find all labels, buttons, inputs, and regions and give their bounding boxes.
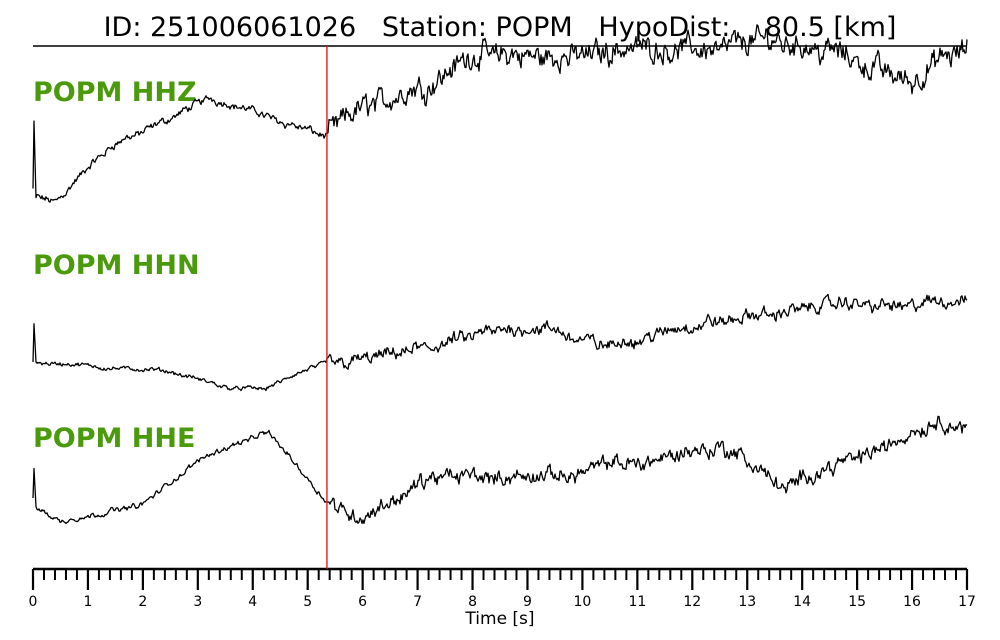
- x-tick-label: 1: [83, 594, 92, 610]
- x-tick-label: 16: [903, 594, 921, 610]
- x-tick-label: 13: [738, 594, 756, 610]
- trace-popm-hhn: [32, 293, 968, 392]
- x-tick-label: 2: [138, 594, 147, 610]
- time-axis: 0 1 2 3 4 5 6 7 8 9 10 11 12 13 14 15 16 17 Time [s]: [29, 567, 976, 629]
- x-tick-label: 3: [193, 594, 202, 610]
- x-tick-label: 17: [958, 594, 976, 610]
- trace-popm-hhz: [32, 24, 968, 203]
- x-tick-label: 7: [413, 594, 422, 610]
- x-tick-label: 14: [793, 594, 811, 610]
- x-tick-label: 0: [29, 594, 38, 610]
- channel-label-popm-hhe: POPM HHE: [33, 423, 195, 454]
- trace-popm-hhe: [32, 415, 968, 525]
- time-axis-ticks: 0 1 2 3 4 5 6 7 8 9 10 11 12 13 14 15 16 17: [29, 569, 976, 610]
- x-axis-label: Time [s]: [464, 609, 534, 629]
- channel-label-popm-hhz: POPM HHZ: [33, 77, 197, 108]
- channel-label-popm-hhn: POPM HHN: [33, 250, 200, 281]
- x-tick-label: 6: [358, 594, 367, 610]
- trace-panels: POPM HHZ POPM HHN POPM HHE: [32, 24, 968, 525]
- x-tick-label: 10: [573, 594, 591, 610]
- x-tick-label: 5: [303, 594, 312, 610]
- x-tick-label: 12: [683, 594, 701, 610]
- figure-title: ID: 251006061026 Station: POPM HypoDist:…: [104, 12, 897, 43]
- x-tick-label: 9: [523, 594, 532, 610]
- x-tick-label: 11: [628, 594, 646, 610]
- x-tick-label: 8: [468, 594, 477, 610]
- x-tick-label: 15: [848, 594, 866, 610]
- x-tick-label: 4: [248, 594, 257, 610]
